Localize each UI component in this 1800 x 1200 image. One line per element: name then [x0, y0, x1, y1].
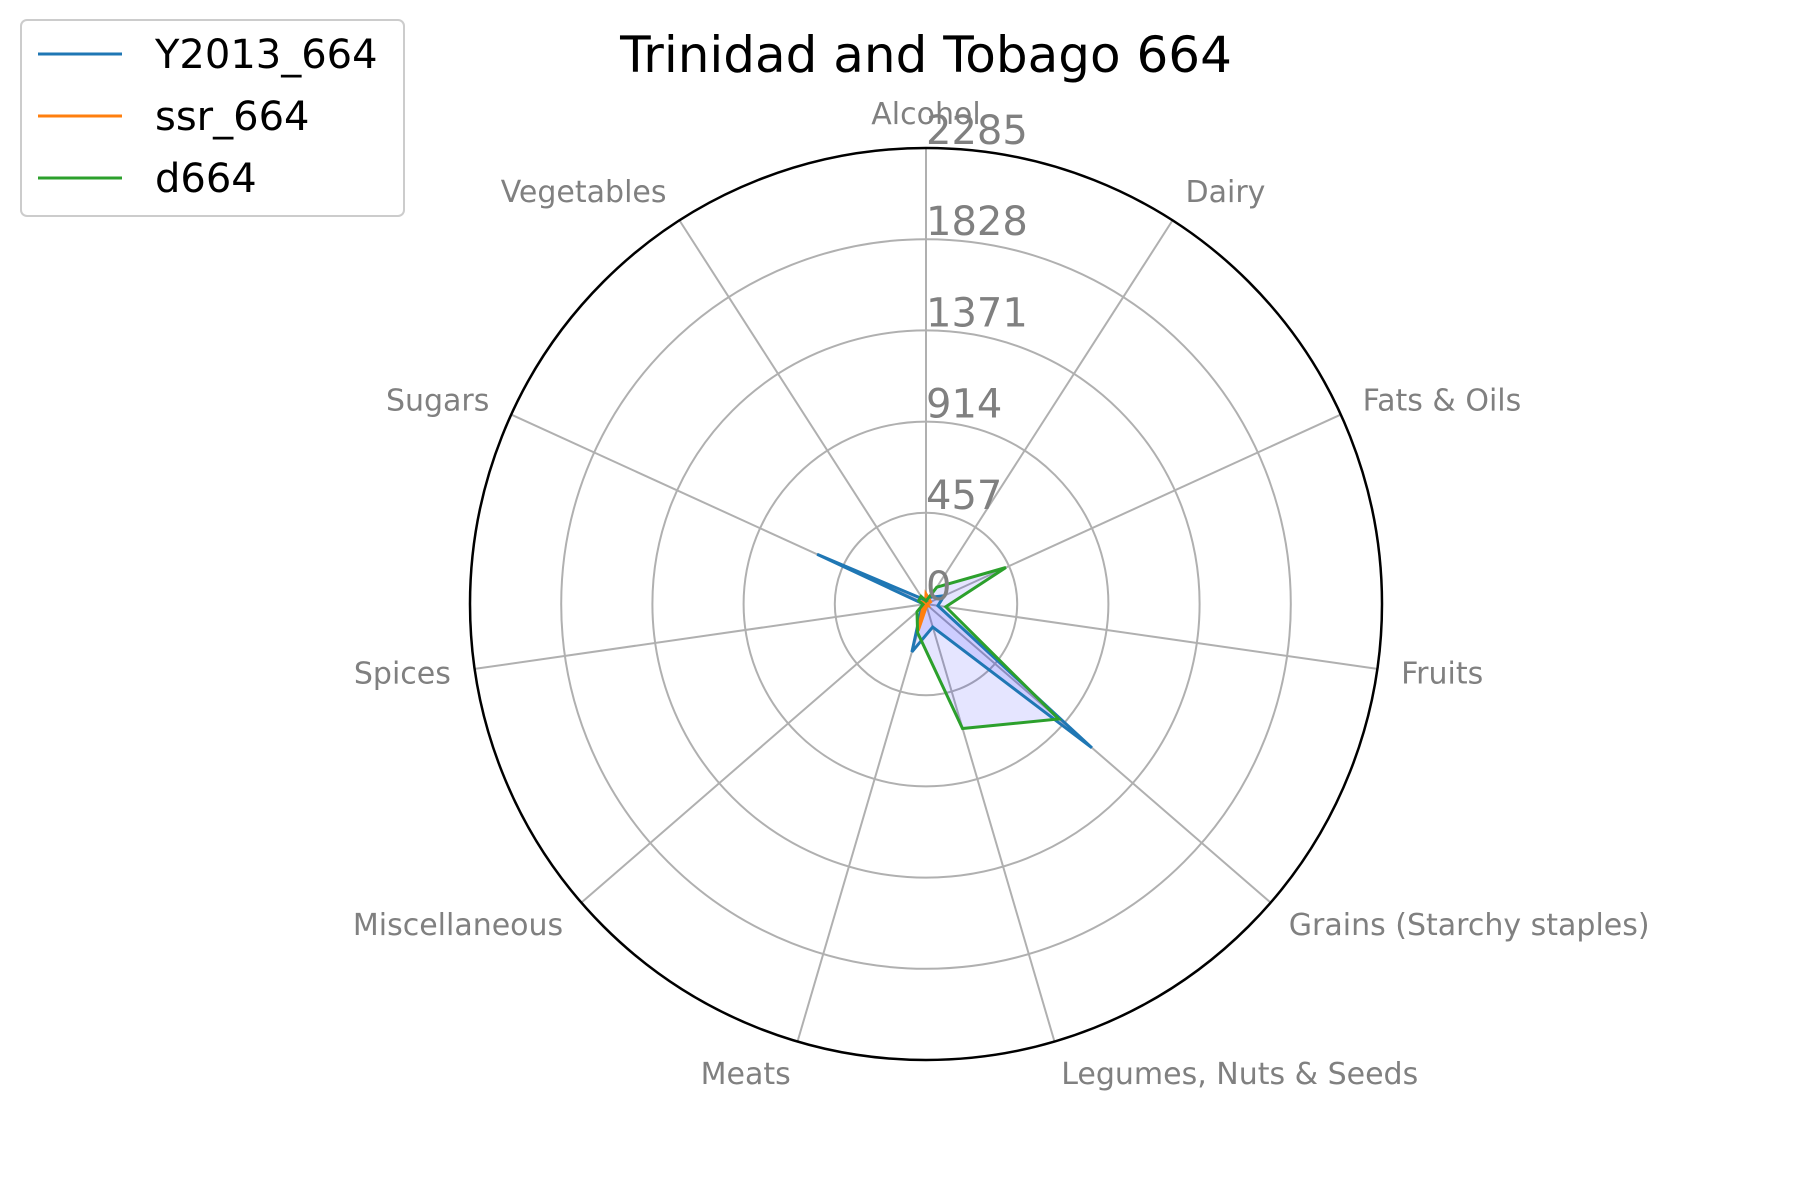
grid-spoke [925, 219, 1174, 605]
grid-spoke [925, 413, 1342, 605]
series-layer [816, 552, 1093, 749]
grid-spoke [678, 219, 927, 605]
category-label: Vegetables [501, 175, 667, 210]
chart-title: Trinidad and Tobago 664 [619, 26, 1232, 84]
legend-label: d664 [155, 156, 257, 202]
radial-tick-label: 914 [926, 382, 1002, 428]
grid-spoke [580, 603, 927, 904]
legend: Y2013_664 ssr_664 d664 [20, 19, 405, 217]
radial-tick-label: 457 [926, 473, 1002, 519]
legend-label: ssr_664 [155, 94, 309, 140]
grid-spoke [796, 603, 927, 1042]
radial-tick-label: 1371 [926, 290, 1028, 336]
category-label: Sugars [386, 383, 489, 418]
category-label: Fruits [1401, 657, 1483, 692]
radial-tick-label: 0 [926, 564, 951, 610]
category-label: Meats [701, 1057, 791, 1092]
radar-grid [468, 146, 1384, 1062]
radial-tick-label: 2285 [926, 108, 1028, 154]
grid-spoke [925, 603, 1056, 1042]
category-label: Alcohol [871, 97, 980, 132]
legend-label: Y2013_664 [154, 32, 378, 78]
radial-tick-label: 1828 [926, 199, 1028, 245]
grid-spoke [474, 603, 927, 670]
series-line-d664 [915, 566, 1063, 731]
category-label: Grains (Starchy staples) [1289, 908, 1650, 943]
category-label: Spices [354, 657, 451, 692]
outer-frame [468, 146, 1384, 1062]
legend-box [20, 19, 405, 217]
series-fill [917, 567, 1059, 729]
category-label: Fats & Oils [1363, 383, 1522, 418]
category-label: Dairy [1186, 175, 1266, 210]
grid-spoke [925, 603, 1378, 670]
category-label: Miscellaneous [353, 908, 563, 943]
grid-spoke [925, 603, 1272, 904]
category-label: Legumes, Nuts & Seeds [1061, 1057, 1418, 1092]
